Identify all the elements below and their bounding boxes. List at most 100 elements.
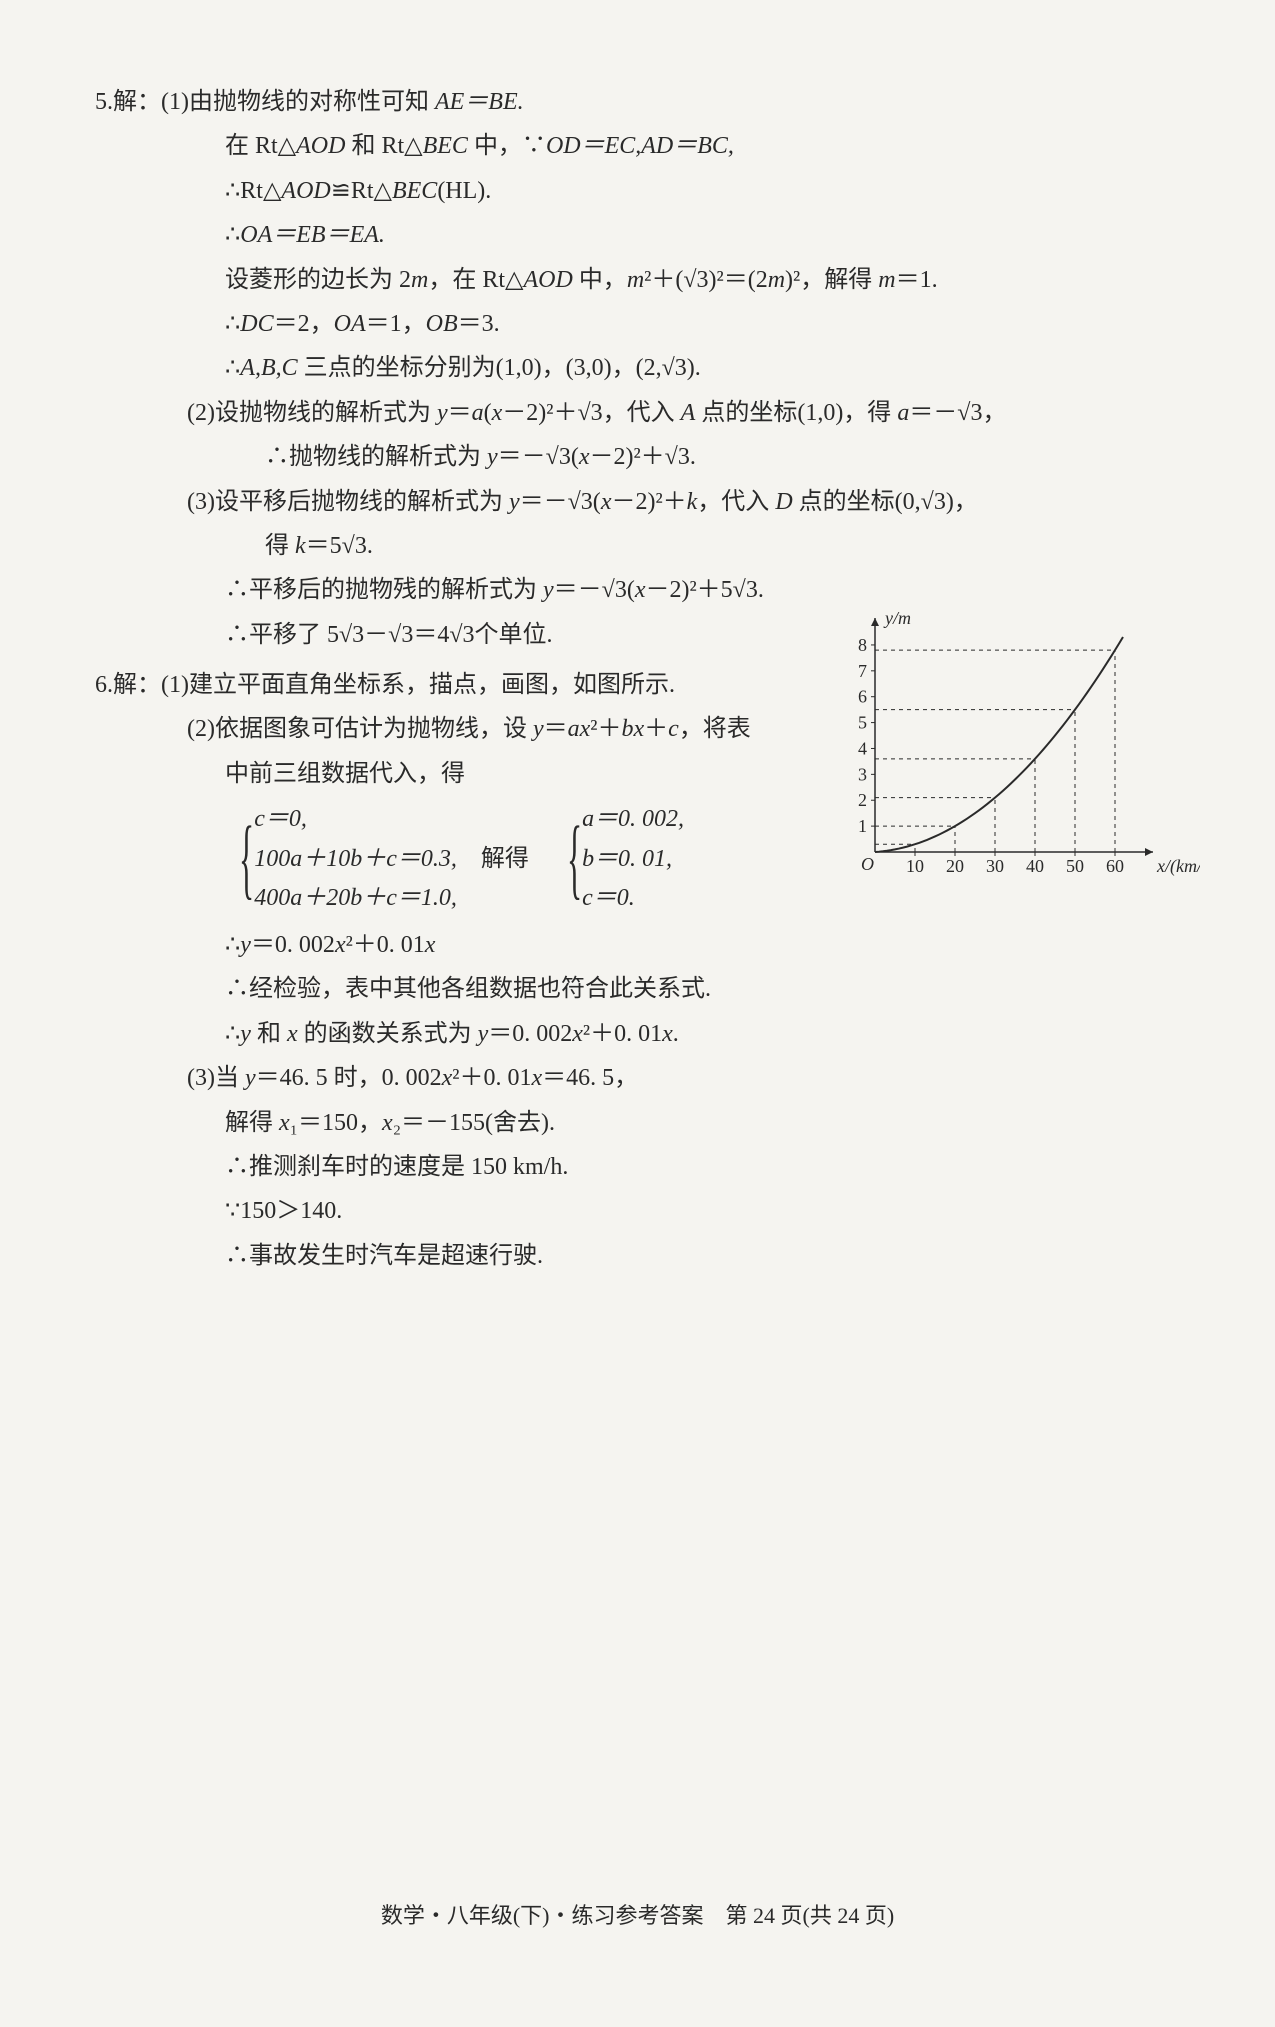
p5-part2-line1: (2)设抛物线的解析式为 y＝a(x－2)²＋√3，代入 A 点的坐标(1,0)… [95, 391, 1180, 435]
text: ∴ [225, 311, 240, 337]
p5-line2: 在 Rt△AOD 和 Rt△BEC 中，∵OD＝EC,AD＝BC, [95, 124, 1180, 168]
math: D [775, 489, 792, 515]
math: ax [568, 716, 591, 742]
text: 的函数关系式为 [298, 1021, 478, 1047]
text: ∴ [225, 1021, 240, 1047]
math: x [287, 1021, 298, 1047]
svg-text:6: 6 [858, 687, 867, 707]
p5-line5: 设菱形的边长为 2m，在 Rt△AOD 中，m²＋(√3)²＝(2m)²，解得 … [95, 258, 1180, 302]
text: ，在 Rt△ [428, 267, 523, 293]
text: ∴经检验，表中其他各组数据也符合此关系式. [225, 976, 711, 1002]
text: 中， [573, 267, 627, 293]
math: x [662, 1021, 673, 1047]
text: ＝0. 002 [488, 1021, 572, 1047]
math: A,B,C [240, 355, 297, 381]
text: ＝5√3. [306, 533, 373, 559]
svg-text:7: 7 [858, 661, 867, 681]
math: x [635, 577, 646, 603]
math: y [245, 1065, 256, 1091]
brace-content: a＝0. 002, b＝0. 01, c＝0. [582, 800, 684, 919]
text: Rt△ [381, 133, 422, 159]
eq: a＝0. 002, [582, 800, 684, 840]
text: 在 [225, 133, 255, 159]
text: ²＋ [590, 716, 621, 742]
eq: c＝0, [254, 800, 457, 840]
text: ≌Rt△ [331, 178, 392, 204]
text: －2)²＋√3，代入 [502, 400, 680, 426]
svg-text:3: 3 [858, 764, 867, 784]
svg-text:4: 4 [858, 738, 867, 758]
p6-part3-line4: ∵150＞140. [95, 1189, 1180, 1233]
text: ∴ [225, 932, 240, 958]
text: ₂＝－155(舍去). [393, 1110, 555, 1136]
math: x [279, 1110, 290, 1136]
svg-text:1: 1 [858, 816, 867, 836]
math: y [509, 489, 520, 515]
text: (3)当 [187, 1065, 245, 1091]
math: y [533, 716, 544, 742]
text: (1)建立平面直角坐标系，描点，画图，如图所示. [161, 672, 675, 698]
text: ＝－√3( [554, 577, 635, 603]
text: ＝46. 5 时，0. 002 [256, 1065, 442, 1091]
text: 中前三组数据代入，得 [225, 761, 465, 787]
text: －2)²＋5√3. [645, 577, 763, 603]
math: m [411, 267, 428, 293]
problem-number: 6. [95, 672, 113, 698]
math: OB [426, 311, 458, 337]
text: ∴事故发生时汽车是超速行驶. [225, 1243, 543, 1269]
p6-part2-line6: ∴y 和 x 的函数关系式为 y＝0. 002x²＋0. 01x. [95, 1012, 1180, 1056]
text: ＋ [644, 716, 668, 742]
text: ＝3. [458, 311, 500, 337]
brace-content: c＝0, 100a＋10b＋c＝0.3, 400a＋20b＋c＝1.0, [254, 800, 457, 919]
text: 中，∵ [468, 133, 546, 159]
math: x [335, 932, 346, 958]
text: ＝1. [896, 267, 938, 293]
eq: c＝0. [582, 879, 684, 919]
text: ∴平移了 5√3－√3＝4√3个单位. [225, 622, 553, 648]
text: ＝2， [274, 311, 334, 337]
text: ＝－√3( [498, 444, 579, 470]
math: a [472, 400, 484, 426]
text: . [673, 1021, 679, 1047]
math: y [543, 577, 554, 603]
text: 点的坐标(0,√3)， [793, 489, 978, 515]
p6-part3-line3: ∴推测刹车时的速度是 150 km/h. [95, 1145, 1180, 1189]
problem-5: 5.解：(1)由抛物线的对称性可知 AE＝BE. 在 Rt△AOD 和 Rt△B… [95, 80, 1180, 657]
math: k [687, 489, 698, 515]
p6-part2-line5: ∴经检验，表中其他各组数据也符合此关系式. [95, 967, 1180, 1011]
p6-part3-line5: ∴事故发生时汽车是超速行驶. [95, 1234, 1180, 1278]
math: y [478, 1021, 489, 1047]
math: AOD [281, 178, 330, 204]
brace-icon: { [239, 821, 254, 898]
math: BEC [392, 178, 437, 204]
math: AE＝BE. [435, 89, 524, 115]
svg-text:40: 40 [1026, 856, 1044, 876]
text: )²，解得 [785, 267, 878, 293]
p6-part3-line2: 解得 x₁＝150，x₂＝－155(舍去). [95, 1101, 1180, 1145]
text: (1)由抛物线的对称性可知 [161, 89, 435, 115]
text: ∴平移后的抛物残的解析式为 [225, 577, 543, 603]
math: A [681, 400, 696, 426]
math: y [240, 932, 251, 958]
text: 解得 [225, 1110, 279, 1136]
text: 设菱形的边长为 2 [225, 267, 411, 293]
brace-icon: { [567, 821, 582, 898]
svg-text:y/m: y/m [883, 608, 911, 628]
text: Rt△ [255, 133, 296, 159]
svg-text:2: 2 [858, 790, 867, 810]
text: (3)设平移后抛物线的解析式为 [187, 489, 509, 515]
footer-text: 数学・八年级(下)・练习参考答案 第 24 页(共 24 页) [381, 1903, 894, 1928]
text: ∴ [225, 355, 240, 381]
math: y [487, 444, 498, 470]
eq: 100a＋10b＋c＝0.3, [254, 840, 457, 880]
math: x [492, 400, 503, 426]
math: x [532, 1065, 543, 1091]
math: x [601, 489, 612, 515]
text: ²＋0. 01 [346, 932, 425, 958]
label: 解： [113, 89, 161, 115]
p5-line4: ∴OA＝EB＝EA. [95, 213, 1180, 257]
p6-part3-line1: (3)当 y＝46. 5 时，0. 002x²＋0. 01x＝46. 5， [95, 1056, 1180, 1100]
text: ²＋0. 01 [452, 1065, 531, 1091]
label: 解： [113, 672, 161, 698]
eq: b＝0. 01, [582, 840, 684, 880]
